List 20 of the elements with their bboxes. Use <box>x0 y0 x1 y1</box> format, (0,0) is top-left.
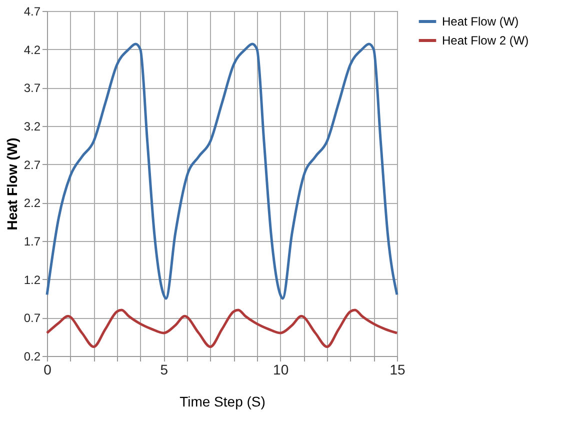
y-tick-label: 0.7 <box>24 311 41 326</box>
x-tick-label: 15 <box>390 362 406 378</box>
y-tick-label: 4.7 <box>24 4 41 18</box>
legend-label: Heat Flow (W) <box>442 14 519 28</box>
x-tick-label: 5 <box>160 362 168 378</box>
x-axis-title: Time Step (S) <box>180 394 266 410</box>
y-axis-title: Heat Flow (W) <box>4 138 20 230</box>
y-tick-label: 3.2 <box>24 120 41 134</box>
y-tick-label: 4.2 <box>24 42 41 57</box>
legend-label: Heat Flow 2 (W) <box>442 34 529 48</box>
line-series <box>46 42 398 300</box>
y-tick-label: 3.7 <box>24 81 41 96</box>
y-tick-label: 1.7 <box>24 234 41 248</box>
x-tick-label: 0 <box>44 362 52 378</box>
x-tick-label: 10 <box>273 362 289 378</box>
line-series <box>46 308 398 348</box>
y-tick-label: 2.2 <box>24 196 41 210</box>
y-tick-label: 1.2 <box>24 272 41 287</box>
y-tick-label: 0.2 <box>24 350 41 364</box>
y-tick-label: 2.7 <box>24 158 41 172</box>
